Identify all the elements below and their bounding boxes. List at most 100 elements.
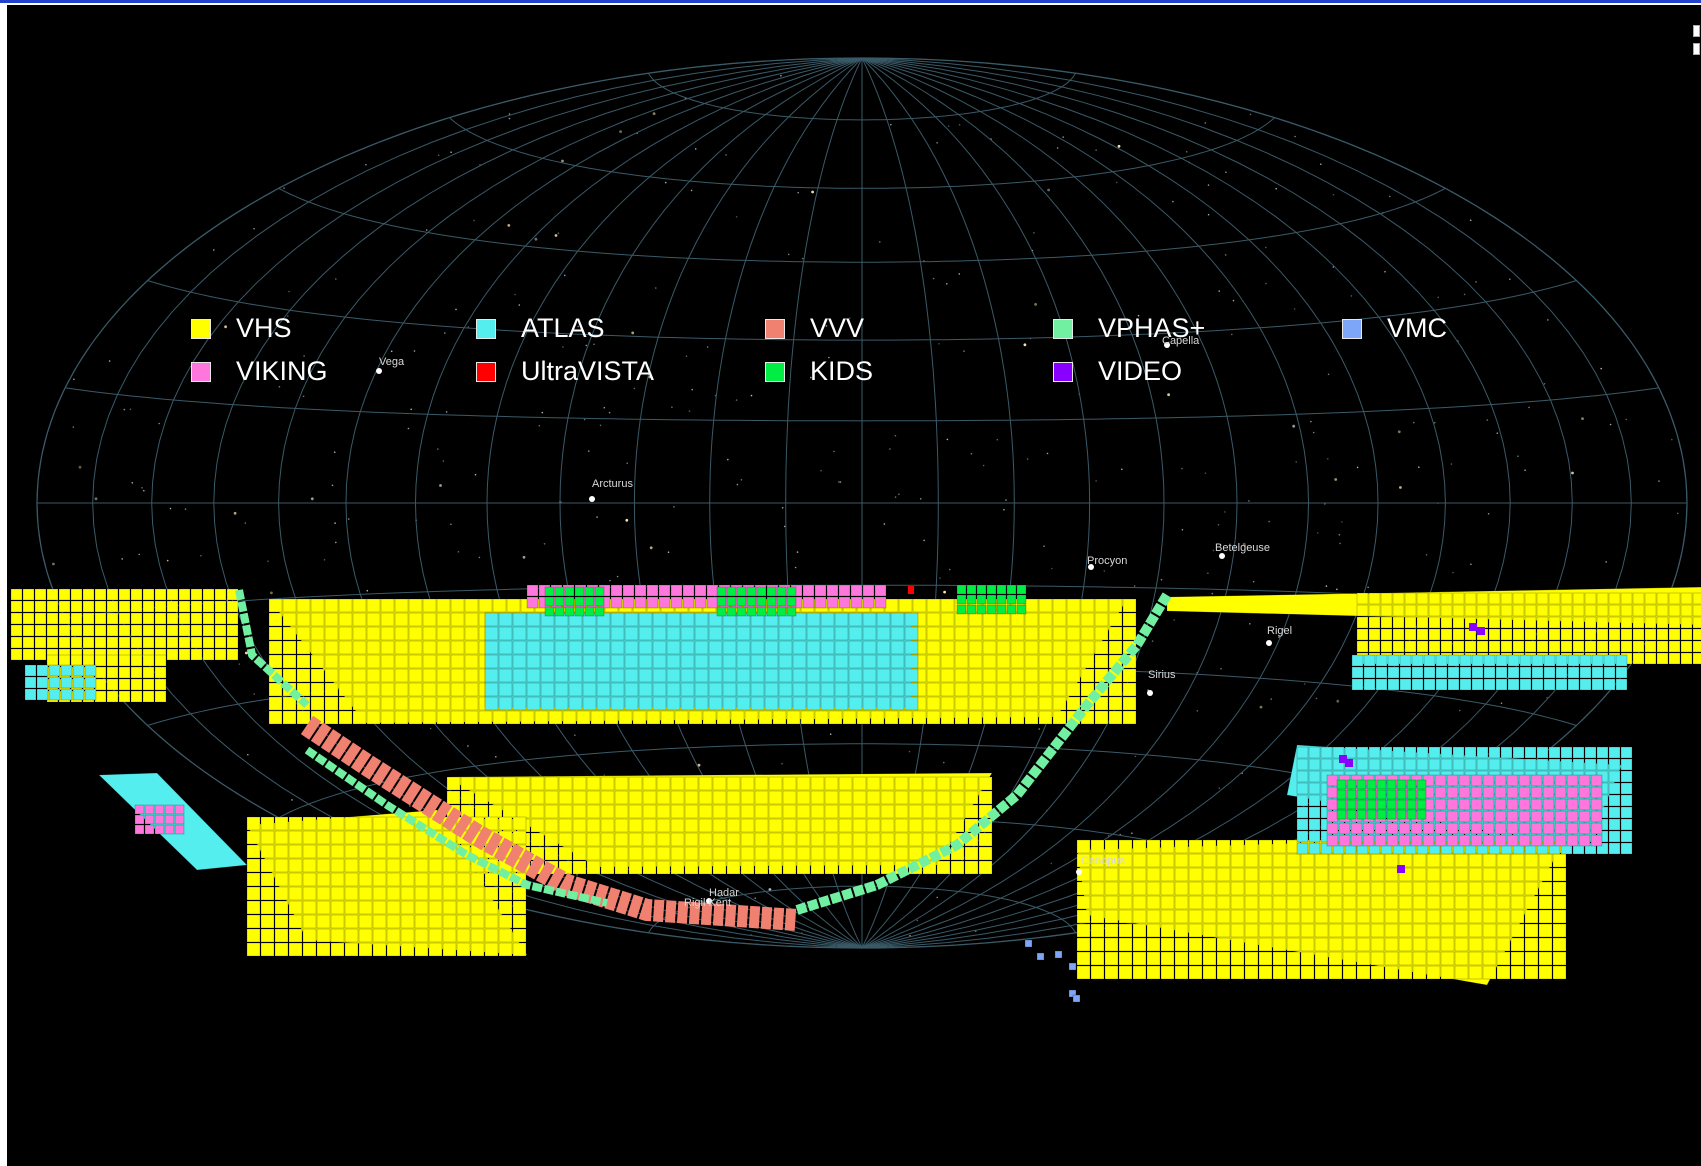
atlas-tile [1332,746,1345,759]
vhs-tile [698,846,713,861]
vhs-tile [1202,839,1217,854]
atlas-tile [1591,654,1604,667]
kids-tile [736,606,747,617]
background-star [932,277,935,280]
atlas-tile [1363,654,1376,667]
atlas-tile [1548,842,1561,855]
vhs-tile [460,790,475,805]
vhs-tile [1118,867,1133,882]
vhs-tile [660,710,675,725]
vhs-tile [338,682,353,697]
vhs-tile [492,598,507,613]
vhs-tile [684,804,699,819]
vhs-tile [1328,965,1343,980]
atlas-tile [568,682,583,697]
background-star [1336,588,1338,591]
vhs-tile [130,612,143,625]
atlas-tile [736,654,751,669]
background-star [1167,393,1170,397]
atlas-tile [1567,678,1580,691]
vhs-tile [684,790,699,805]
vhs-tile [260,872,275,887]
vhs-tile [586,776,601,791]
vhs-tile [768,860,783,875]
vhs-tile [1174,881,1189,896]
kids-tile [594,586,605,597]
atlas-tile [708,668,723,683]
vhs-tile [954,626,969,641]
edge-controls [1693,25,1701,61]
atlas-tile [60,676,73,689]
sky-map-viewport[interactable]: VHS ATLAS VVV VPHAS+ VMC VIKING UltraVIS… [7,5,1701,1166]
background-star [963,350,965,352]
vhs-tile [1392,640,1405,653]
vhs-tile [214,624,227,637]
vhs-tile [1216,839,1231,854]
vhs-tile [202,624,215,637]
background-star [898,493,900,496]
vhs-tile [324,612,339,627]
vhs-tile [484,900,499,915]
vhs-tile [670,832,685,847]
video-tile [1397,865,1405,873]
legend-swatch [191,318,211,339]
background-star [919,498,922,500]
atlas-tile [610,640,625,655]
vhs-tile [178,600,191,613]
vhs-tile [316,942,331,957]
atlas-tile [792,682,807,697]
vhs-tile [926,682,941,697]
vhs-tile [964,804,979,819]
vhs-tile [1244,965,1259,980]
background-star [200,554,202,557]
edge-control-mid[interactable] [1693,43,1700,55]
bright-star [589,496,595,502]
background-star [334,522,336,524]
background-star [1315,697,1318,700]
atlas-tile [1488,842,1501,855]
kids-tile [584,596,595,607]
kids-tile [776,606,787,617]
vhs-tile [422,696,437,711]
viking-tile [1422,834,1435,847]
atlas-tile [1308,782,1321,795]
vhs-tile [436,668,451,683]
atlas-tile [1483,666,1496,679]
vhs-tile [1370,853,1385,868]
background-star [1231,333,1233,336]
atlas-tile [512,682,527,697]
background-star [1334,478,1338,481]
vhs-tile [1328,937,1343,952]
kids-tile [1396,779,1407,790]
background-star [664,181,667,184]
vhs-tile [422,654,437,669]
vhs-tile [642,860,657,875]
vhs-tile [782,818,797,833]
background-star [302,395,305,398]
background-star [561,159,564,163]
atlas-tile [48,688,61,701]
atlas-tile [1296,758,1309,771]
vhs-tile [1132,937,1147,952]
vhs-tile [464,598,479,613]
atlas-tile [820,654,835,669]
vhs-tile [880,832,895,847]
atlas-tile [1356,758,1369,771]
vhs-tile [380,668,395,683]
vhs-tile [698,832,713,847]
viking-tile [1458,774,1471,787]
vhs-tile [1090,951,1105,966]
vhs-tile [464,668,479,683]
background-star [514,293,516,296]
kids-tile [1406,809,1417,820]
edge-control-top[interactable] [1693,25,1700,37]
vhs-tile [1680,628,1693,641]
atlas-tile [1591,666,1604,679]
atlas-tile [596,696,611,711]
atlas-tile [1603,666,1616,679]
vhs-tile [372,914,387,929]
background-star [522,555,526,559]
vhs-tile [1328,923,1343,938]
sky-map-canvas[interactable] [7,5,1701,1166]
vhs-tile [446,790,461,805]
